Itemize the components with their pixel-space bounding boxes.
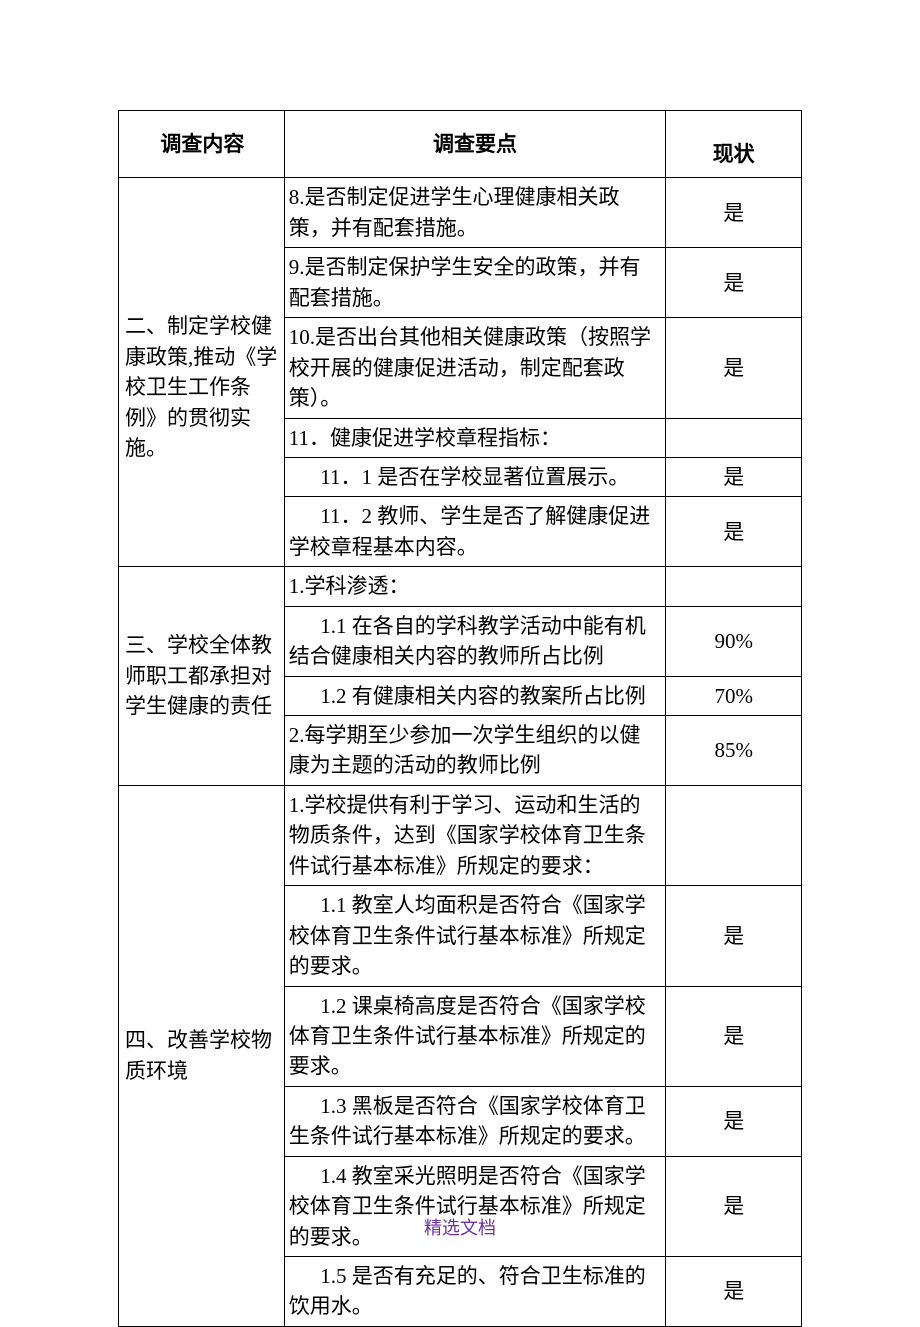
status-cell bbox=[666, 418, 802, 457]
section-2-title-text: 二、制定学校健康政策,推动《学校卫生工作条例》的贯彻实施。 bbox=[125, 314, 277, 460]
footer-text: 精选文档 bbox=[0, 1214, 920, 1240]
status-cell bbox=[666, 785, 802, 885]
status-cell: 是 bbox=[666, 1257, 802, 1327]
point-cell: 1.1 教室人均面积是否符合《国家学校体育卫生条件试行基本标准》所规定的要求。 bbox=[284, 886, 666, 986]
point-cell: 1.学校提供有利于学习、运动和生活的物质条件，达到《国家学校体育卫生条件试行基本… bbox=[284, 785, 666, 885]
section-4-title: 四、改善学校物质环境 bbox=[119, 785, 285, 1326]
status-cell: 是 bbox=[666, 178, 802, 248]
status-cell: 是 bbox=[666, 1156, 802, 1256]
status-cell: 是 bbox=[666, 1086, 802, 1156]
status-cell: 是 bbox=[666, 497, 802, 567]
point-cell: 1.2 课桌椅高度是否符合《国家学校体育卫生条件试行基本标准》所规定的要求。 bbox=[284, 986, 666, 1086]
table-row: 四、改善学校物质环境 1.学校提供有利于学习、运动和生活的物质条件，达到《国家学… bbox=[119, 785, 802, 885]
point-cell: 10.是否出台其他相关健康政策（按照学校开展的健康促进活动，制定配套政策）。 bbox=[284, 318, 666, 418]
status-cell bbox=[666, 567, 802, 606]
status-cell: 是 bbox=[666, 318, 802, 418]
section-2-title: 二、制定学校健康政策,推动《学校卫生工作条例》的贯彻实施。 bbox=[119, 178, 285, 567]
point-cell: 1.5 是否有充足的、符合卫生标准的饮用水。 bbox=[284, 1257, 666, 1327]
section-3-title: 三、学校全体教师职工都承担对学生健康的责任 bbox=[119, 567, 285, 786]
point-cell: 2.每学期至少参加一次学生组织的以健康为主题的活动的教师比例 bbox=[284, 716, 666, 786]
table-row: 三、学校全体教师职工都承担对学生健康的责任 1.学科渗透： bbox=[119, 567, 802, 606]
point-cell: 11．2 教师、学生是否了解健康促进学校章程基本内容。 bbox=[284, 497, 666, 567]
point-cell: 1.学科渗透： bbox=[284, 567, 666, 606]
status-cell: 是 bbox=[666, 886, 802, 986]
point-cell: 8.是否制定促进学生心理健康相关政策，并有配套措施。 bbox=[284, 178, 666, 248]
status-cell: 是 bbox=[666, 986, 802, 1086]
table-row: 二、制定学校健康政策,推动《学校卫生工作条例》的贯彻实施。 8.是否制定促进学生… bbox=[119, 178, 802, 248]
point-cell: 1.3 黑板是否符合《国家学校体育卫生条件试行基本标准》所规定的要求。 bbox=[284, 1086, 666, 1156]
point-cell: 1.1 在各自的学科教学活动中能有机结合健康相关内容的教师所占比例 bbox=[284, 606, 666, 676]
point-cell: 9.是否制定保护学生安全的政策，并有配套措施。 bbox=[284, 248, 666, 318]
table-header-row: 调查内容 调查要点 现状 bbox=[119, 111, 802, 178]
point-cell: 11．健康促进学校章程指标： bbox=[284, 418, 666, 457]
header-col1: 调查内容 bbox=[119, 111, 285, 178]
point-cell: 1.4 教室采光照明是否符合《国家学校体育卫生条件试行基本标准》所规定的要求。 bbox=[284, 1156, 666, 1256]
point-cell: 11．1 是否在学校显著位置展示。 bbox=[284, 457, 666, 496]
status-cell: 85% bbox=[666, 716, 802, 786]
status-cell: 90% bbox=[666, 606, 802, 676]
status-cell: 是 bbox=[666, 457, 802, 496]
header-col2: 调查要点 bbox=[284, 111, 666, 178]
status-cell: 是 bbox=[666, 248, 802, 318]
survey-table: 调查内容 调查要点 现状 二、制定学校健康政策,推动《学校卫生工作条例》的贯彻实… bbox=[118, 110, 802, 1327]
document-page: 调查内容 调查要点 现状 二、制定学校健康政策,推动《学校卫生工作条例》的贯彻实… bbox=[0, 0, 920, 1327]
header-col3: 现状 bbox=[666, 111, 802, 178]
point-cell: 1.2 有健康相关内容的教案所占比例 bbox=[284, 676, 666, 715]
status-cell: 70% bbox=[666, 676, 802, 715]
